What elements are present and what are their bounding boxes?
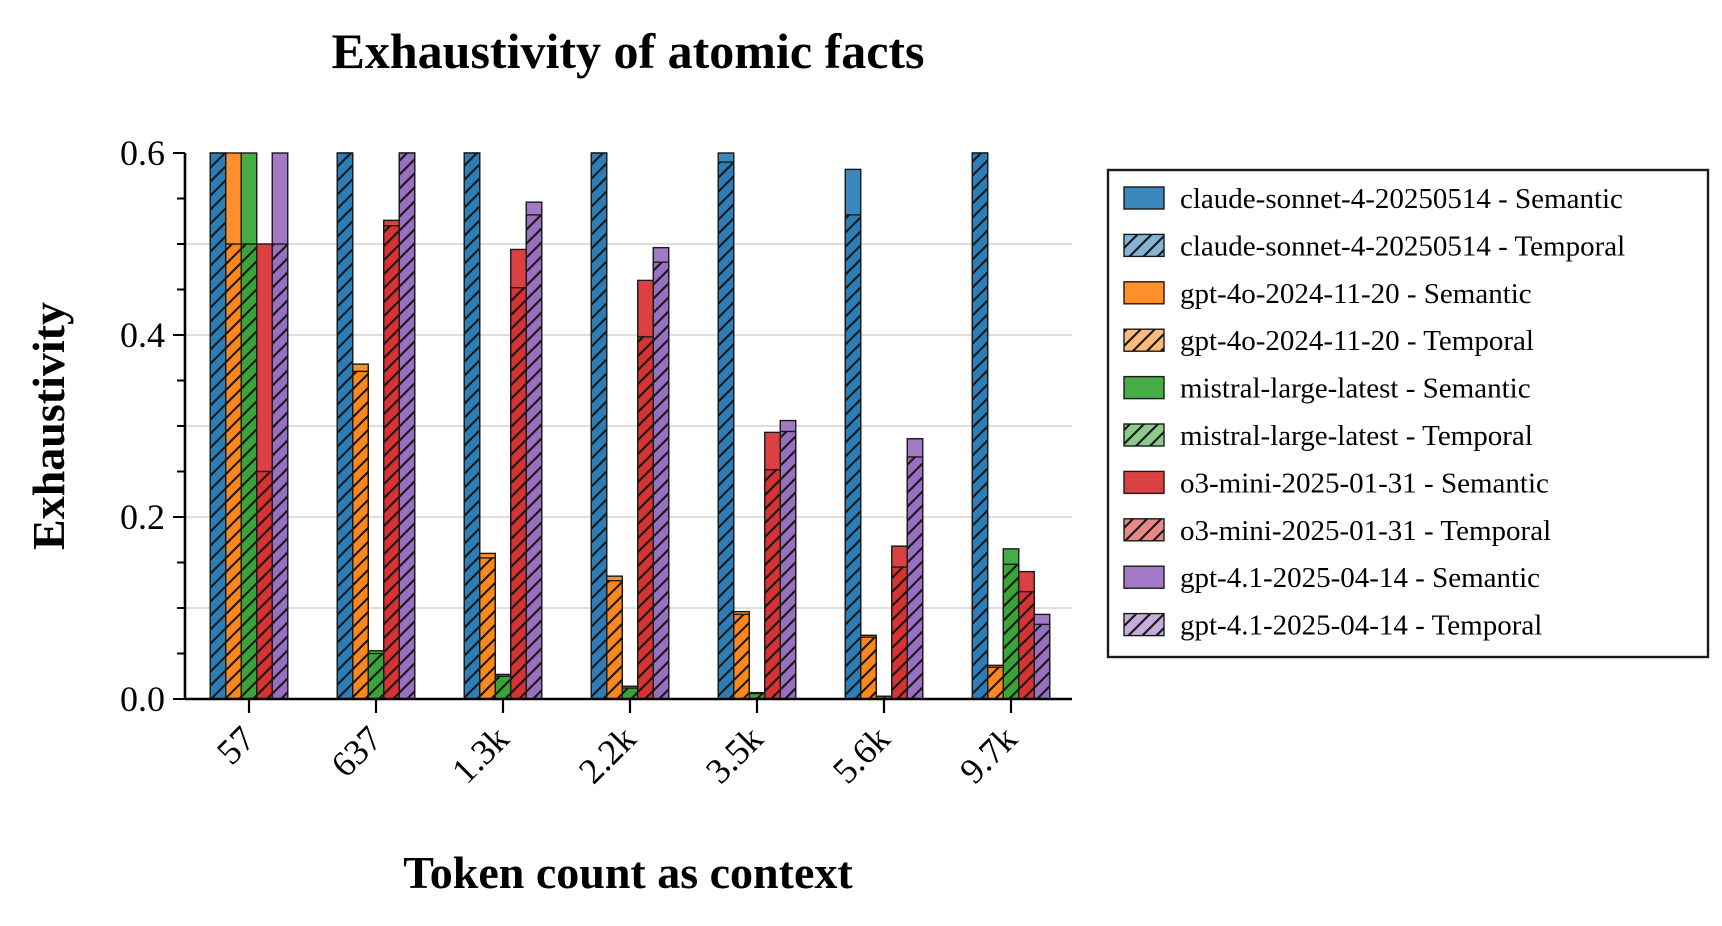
- x-tick-label: 5.6k: [825, 718, 898, 791]
- x-tick-label: 637: [323, 718, 389, 784]
- bar-temporal-hatch: [241, 244, 257, 699]
- legend-label: gpt-4.1-2025-04-14 - Semantic: [1180, 562, 1540, 594]
- bar-temporal-hatch: [510, 287, 527, 699]
- legend-label: o3-mini-2025-01-31 - Temporal: [1180, 515, 1551, 547]
- legend-swatch-hatch: [1124, 518, 1164, 541]
- legend-swatch-hatch: [1124, 424, 1164, 446]
- legend-label: mistral-large-latest - Temporal: [1180, 420, 1533, 452]
- x-tick-label: 1.3k: [444, 718, 517, 791]
- legend-label: gpt-4o-2024-11-20 - Temporal: [1180, 325, 1534, 357]
- legend-label: gpt-4.1-2025-04-14 - Temporal: [1180, 610, 1542, 642]
- bar-temporal-hatch: [337, 153, 353, 699]
- bar-temporal-hatch: [764, 469, 781, 699]
- bar-temporal-hatch: [1018, 591, 1035, 699]
- y-ticks: 0.0 0.2 0.4 0.6: [120, 133, 185, 719]
- bar-temporal-hatch: [225, 244, 242, 699]
- x-ticks: 57 637 1.3k 2.2k 3.5k 5.6k 9.7k: [209, 699, 1025, 791]
- bar-temporal-hatch: [891, 567, 908, 699]
- legend-swatch-hatch: [1124, 234, 1164, 257]
- chart-title: Exhaustivity of atomic facts: [332, 23, 925, 79]
- legend: claude-sonnet-4-20250514 - Semantic claud…: [1106, 168, 1710, 659]
- legend-label: gpt-4o-2024-11-20 - Semantic: [1180, 278, 1532, 310]
- bar-temporal-hatch: [1003, 564, 1019, 699]
- legend-swatch: [1123, 375, 1165, 400]
- legend-label: o3-mini-2025-01-31 - Semantic: [1180, 467, 1549, 499]
- bar-temporal-hatch: [653, 262, 669, 699]
- legend-swatch: [1123, 470, 1165, 495]
- bar-temporal-hatch: [749, 693, 765, 699]
- bar-temporal-hatch: [526, 214, 542, 699]
- legend-swatch: [1123, 186, 1165, 210]
- bar-temporal-hatch: [845, 214, 861, 699]
- y-axis-label: Exhaustivity: [23, 302, 74, 550]
- x-tick-label: 3.5k: [698, 718, 771, 791]
- bar-temporal-hatch: [591, 153, 607, 699]
- bar-temporal-hatch: [383, 225, 400, 700]
- bar-temporal-hatch: [876, 696, 892, 699]
- bar-temporal-hatch: [495, 676, 511, 699]
- bar-temporal-hatch: [987, 667, 1004, 699]
- bar-temporal-hatch: [256, 471, 273, 699]
- legend-swatch: [1123, 281, 1165, 305]
- bar-temporal-hatch: [1034, 624, 1050, 699]
- bars: [209, 152, 1051, 700]
- bar-temporal-hatch: [733, 614, 750, 699]
- bar-temporal-hatch: [210, 153, 226, 699]
- y-tick-label: 0.4: [120, 315, 165, 355]
- bar-temporal-hatch: [780, 431, 796, 699]
- bar-temporal-hatch: [860, 637, 877, 699]
- bar-temporal-hatch: [368, 653, 384, 699]
- legend-label: mistral-large-latest - Semantic: [1180, 373, 1531, 405]
- bar-temporal-hatch: [606, 580, 623, 699]
- grid-lines: [185, 243, 1072, 609]
- bar-temporal-hatch: [399, 153, 415, 699]
- bar-temporal-hatch: [352, 371, 369, 699]
- bar-temporal-hatch: [479, 557, 496, 699]
- x-tick-label: 57: [209, 718, 263, 772]
- bar-temporal-hatch: [718, 162, 734, 700]
- bar-temporal-hatch: [907, 456, 923, 699]
- bar-temporal-hatch: [272, 244, 288, 699]
- y-tick-label: 0.6: [120, 133, 165, 173]
- legend-swatch-hatch: [1124, 329, 1164, 352]
- y-tick-label: 0.2: [120, 497, 165, 537]
- x-tick-label: 9.7k: [952, 718, 1025, 791]
- bar-temporal-hatch: [464, 153, 480, 699]
- legend-swatch-hatch: [1124, 613, 1164, 636]
- bar-temporal-hatch: [637, 336, 654, 699]
- legend-swatch: [1123, 565, 1165, 589]
- legend-label: claude-sonnet-4-20250514 - Temporal: [1180, 230, 1625, 262]
- legend-frame: [1106, 168, 1710, 659]
- legend-label: claude-sonnet-4-20250514 - Semantic: [1180, 183, 1623, 215]
- x-axis-label: Token count as context: [403, 847, 853, 898]
- bar-temporal-hatch: [622, 688, 638, 699]
- y-tick-label: 0.0: [120, 679, 165, 719]
- bar-temporal-hatch: [972, 153, 988, 699]
- x-tick-label: 2.2k: [571, 718, 644, 791]
